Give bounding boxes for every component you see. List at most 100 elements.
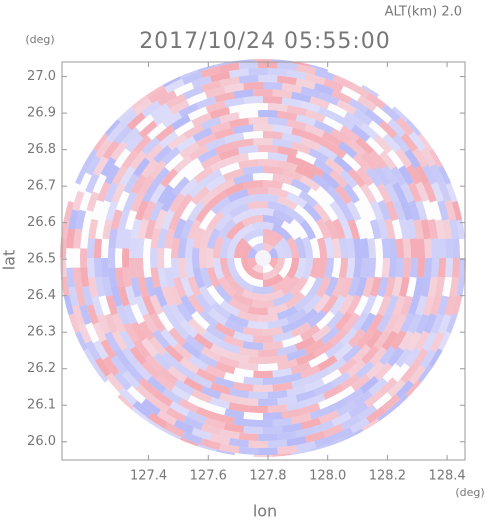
radar-cell	[119, 330, 136, 351]
radar-cell	[258, 447, 278, 455]
radar-cell	[277, 146, 298, 158]
radar-cell	[157, 311, 174, 332]
radar-cell	[180, 218, 194, 240]
radar-cell	[164, 267, 176, 288]
radar-cell	[276, 195, 299, 211]
radar-cell	[430, 238, 439, 258]
radar-cell	[318, 410, 340, 425]
radar-cell	[257, 158, 278, 168]
radar-cell	[344, 111, 364, 129]
radar-cell	[125, 363, 144, 383]
radar-cell	[392, 133, 410, 154]
radar-cell	[435, 219, 445, 240]
radar-cell	[110, 355, 128, 375]
radar-cell	[390, 330, 407, 351]
radar-cell	[442, 276, 452, 297]
radar-cell	[183, 376, 204, 393]
radar-cell	[225, 276, 245, 296]
radar-cell	[391, 276, 403, 297]
radar-cell	[137, 218, 149, 240]
radar-cell	[281, 97, 302, 108]
radar-cell	[281, 408, 302, 419]
radar-cell	[108, 228, 118, 249]
radar-cell	[338, 201, 354, 222]
radar-cell	[414, 165, 430, 186]
radar-cell	[423, 258, 433, 278]
radar-cell	[300, 402, 321, 416]
radar-cell	[66, 228, 76, 249]
radar-cell	[73, 331, 88, 352]
radar-cell	[346, 138, 366, 157]
radar-cell	[427, 218, 438, 240]
radar-cell	[82, 285, 94, 307]
radar-cell	[263, 340, 284, 350]
radar-cell	[376, 312, 392, 333]
radar-cell	[160, 328, 179, 348]
radar-cell	[359, 375, 379, 394]
radar-cell	[332, 427, 353, 442]
radar-cell	[378, 377, 398, 396]
radar-cell	[154, 286, 168, 308]
radar-cell	[263, 326, 284, 336]
radar-cell	[210, 343, 231, 359]
radar-cell	[118, 110, 138, 129]
radar-cell	[233, 452, 254, 457]
y-tick-label: 26.9	[27, 106, 56, 121]
radar-cell	[313, 381, 335, 397]
radar-cell	[324, 276, 339, 297]
radar-cell	[170, 114, 191, 131]
radar-cell	[243, 425, 263, 434]
radar-cell	[214, 413, 235, 425]
radar-cell	[150, 267, 161, 289]
radar-cell	[321, 201, 339, 222]
radar-cell	[181, 431, 203, 445]
radar-cell	[257, 144, 279, 153]
radar-cell	[437, 200, 449, 221]
radar-cell	[317, 355, 338, 372]
radar-cell	[102, 117, 121, 137]
radar-cell	[164, 78, 185, 94]
radar-cell	[322, 116, 344, 132]
radar-cell	[144, 219, 157, 240]
radar-cell	[85, 340, 101, 361]
radar-cell	[233, 381, 254, 392]
radar-cell	[420, 219, 431, 240]
radar-cell	[369, 346, 388, 366]
radar-cell	[272, 124, 293, 135]
radar-cell	[161, 146, 181, 165]
radar-cell	[130, 303, 145, 325]
radar-cell	[202, 169, 223, 186]
radar-cell	[302, 202, 322, 222]
radar-cell	[224, 97, 245, 108]
radar-cell	[382, 133, 401, 153]
radar-cell	[187, 317, 207, 337]
radar-cell	[333, 342, 353, 361]
radar-cell	[382, 363, 401, 383]
radar-cell	[125, 209, 138, 231]
radar-cell	[130, 218, 142, 240]
radar-cell	[327, 102, 348, 118]
radar-cell	[267, 389, 288, 399]
radar-cell	[355, 136, 375, 156]
radar-cell	[187, 201, 205, 222]
radar-cell	[207, 308, 228, 326]
radar-cell	[388, 258, 397, 278]
radar-cell	[339, 218, 353, 240]
radar-cell	[407, 200, 421, 221]
radar-cell	[192, 267, 206, 289]
radar-cell	[339, 327, 358, 347]
radar-cell	[219, 62, 240, 73]
radar-cell	[168, 209, 183, 231]
radar-cell	[149, 200, 164, 222]
radar-cell	[191, 112, 212, 127]
radar-cell	[114, 125, 132, 145]
radar-cell	[186, 410, 208, 425]
radar-cell	[142, 200, 157, 221]
radar-cell	[406, 164, 422, 185]
radar-cell	[395, 347, 413, 368]
radar-cell	[62, 200, 74, 221]
radar-cell	[331, 411, 352, 427]
radar-cell	[187, 219, 202, 240]
radar-cell	[205, 364, 226, 379]
radar-cell	[267, 117, 288, 127]
